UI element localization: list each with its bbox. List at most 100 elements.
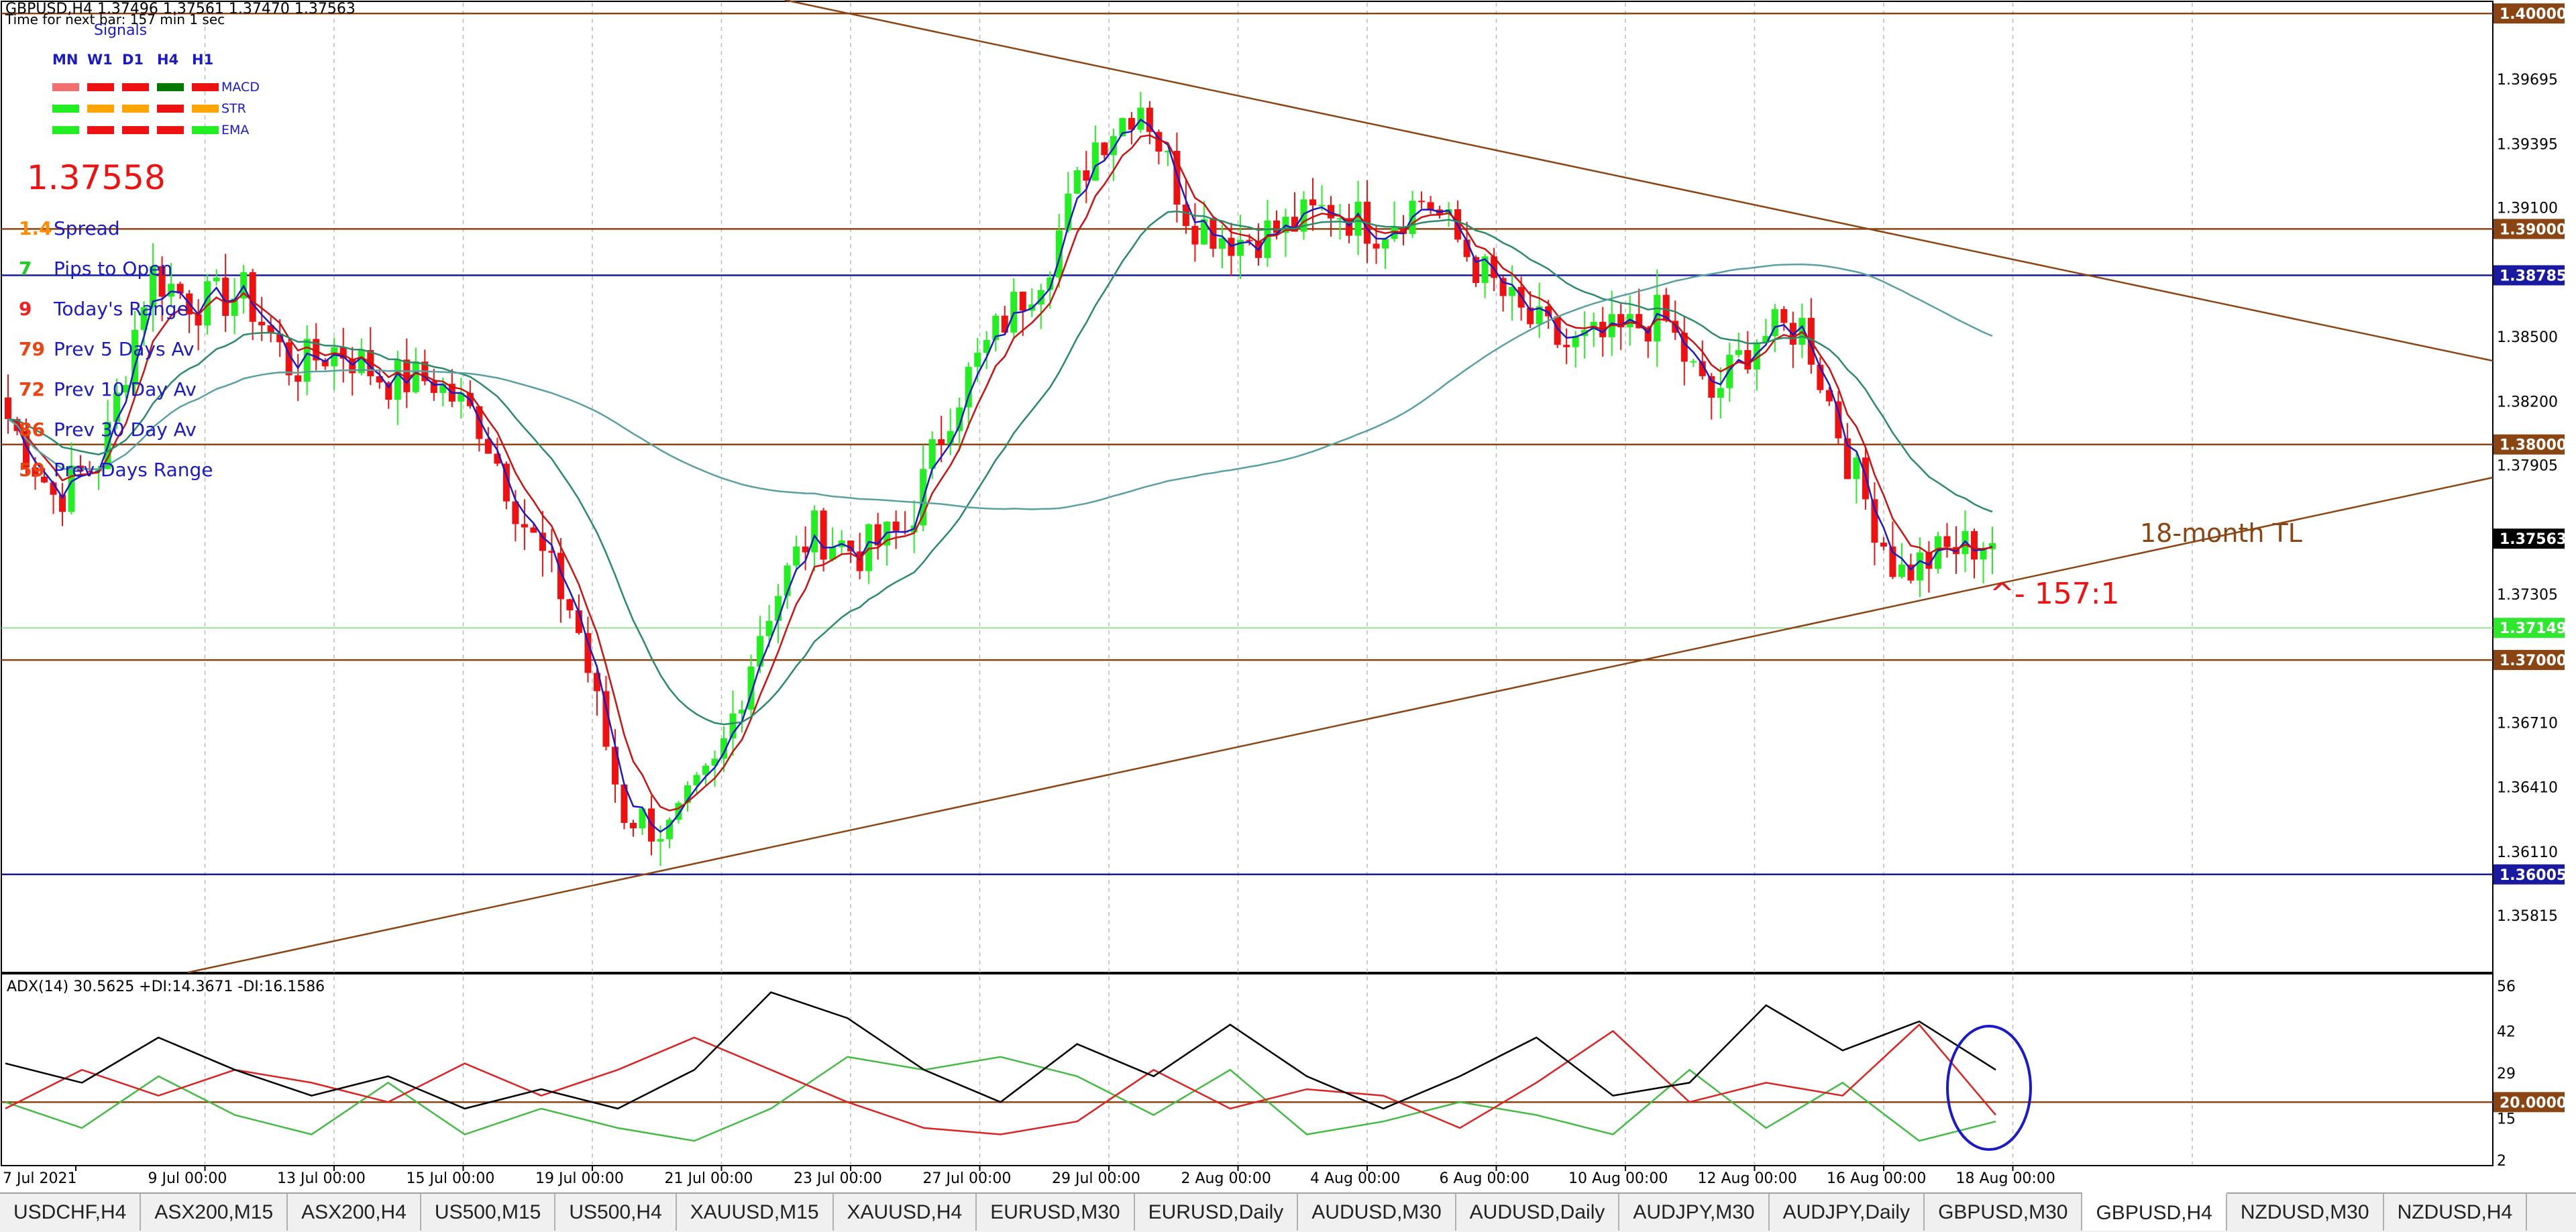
candle-body [1680,333,1688,362]
candle-body [666,820,673,840]
candle-body [1690,361,1697,363]
candle-body [1119,117,1126,136]
candle-body [584,632,592,673]
candle-body [621,784,628,823]
signal-cell [192,105,219,113]
adx-tick-label: 15 [2497,1111,2516,1127]
candle-body [376,376,383,383]
chart-tab[interactable]: AUDUSD,Daily [1456,1194,1620,1231]
info-value: 1.4 [19,217,52,239]
chart-tab[interactable]: AUDJPY,Daily [1770,1194,1925,1231]
candle-body [1825,390,1833,402]
price-badge [2493,864,2565,885]
candle-body [1065,193,1072,231]
time-tick-label: 18 Aug 00:00 [1956,1170,2055,1187]
candle-body [86,471,93,473]
candle-body [956,407,963,431]
candle-body [1328,205,1334,219]
candle-body [276,333,284,343]
candle-body [258,321,266,326]
candle-body [1273,220,1280,233]
candle-body [757,636,764,667]
candle-body [285,342,292,376]
chart-tab[interactable]: EURUSD,M30 [977,1194,1135,1231]
chart-tab[interactable]: GBPUSD,H4 [2082,1192,2227,1231]
price-badge [2493,265,2565,286]
candle-body [294,375,302,382]
time-tick-label: 12 Aug 00:00 [1698,1170,1797,1187]
signal-timeframe-label: H1 [192,52,213,68]
chart-tab[interactable]: XAUUSD,H4 [834,1194,977,1231]
price-tick-label: 1.37305 [2497,587,2558,604]
candle-body [204,281,211,326]
candle-body [1354,201,1362,236]
candle-body [1427,202,1434,210]
price-badge-label: 1.40000 [2500,6,2567,23]
candle-body [1563,345,1570,347]
chart-tab[interactable]: GBPUSD,M30 [1925,1194,2083,1231]
candle-body [602,691,610,747]
info-label: Prev 10 Day Av [54,378,197,400]
info-label: Pips to Open [54,258,172,280]
chart-tab[interactable]: NZDUSD,M30 [2227,1194,2384,1231]
candle-body [1491,256,1498,278]
candle-body [1545,306,1552,317]
candle-body [430,381,437,393]
candle-body [1037,290,1044,304]
candle-body [1980,549,1987,560]
candle-body [928,439,936,469]
candle-body [394,359,401,400]
price-badge [2493,650,2565,671]
candle-body [303,339,311,382]
candle-body [1635,314,1643,329]
candle-body [566,599,574,611]
chart-tab[interactable]: ASX200,M15 [141,1194,288,1231]
chart-tab[interactable]: ASX200,H4 [288,1194,421,1231]
vertical-gridlines [204,3,2193,1164]
price-badge [2493,3,2565,24]
ratio-label: ^- 157:1 [1990,577,2120,611]
signals-label: Signals [94,22,147,39]
candle-body [1644,328,1652,342]
chart-tab[interactable]: XAUUSD,M15 [677,1194,834,1231]
adx-level-badge [2493,1092,2565,1113]
chart-tab[interactable]: AUDJPY,M30 [1619,1194,1770,1231]
chart-tab[interactable]: US500,M15 [421,1194,556,1231]
time-tick-label: 4 Aug 00:00 [1310,1170,1400,1187]
chart-tab[interactable]: NZDUSD,H4 [2384,1194,2528,1231]
candle-body [1382,239,1389,249]
candle-body [140,307,148,330]
time-tick-label: 9 Jul 00:00 [148,1170,227,1187]
time-tick-label: 23 Jul 00:00 [794,1170,882,1187]
price-tick-label: 1.39395 [2497,136,2558,153]
trendlines [187,0,2493,974]
candle-body [747,666,755,710]
adx-tick-label: 56 [2497,978,2516,995]
chart-tab[interactable]: USDCHF,H4 [0,1194,142,1231]
candle-body [1735,350,1742,355]
candle-body [829,547,837,560]
candle-body [865,524,873,571]
candle-body [720,738,728,759]
candle-body [820,510,827,560]
candle-body [1055,230,1063,278]
signal-cell [122,126,149,134]
candle-body [195,314,202,326]
candle-body [1200,219,1208,245]
candle-body [575,610,582,633]
info-value: 59 [19,459,45,481]
candle-body [131,329,139,386]
chart-tab[interactable]: US500,H4 [555,1194,677,1231]
candle-body [1572,335,1579,347]
candle-body [938,439,945,445]
price-badge-label: 1.38785 [2500,268,2567,284]
candle-body [1318,205,1326,207]
candle-body [530,527,537,533]
signal-timeframe-label: W1 [87,52,113,68]
time-tick-label: 19 Jul 00:00 [535,1170,624,1187]
chart-tab[interactable]: AUDUSD,M30 [1298,1194,1456,1231]
chart-tab[interactable]: EURUSD,Daily [1135,1194,1299,1231]
candle-body [629,822,637,829]
candle-body [331,347,338,367]
